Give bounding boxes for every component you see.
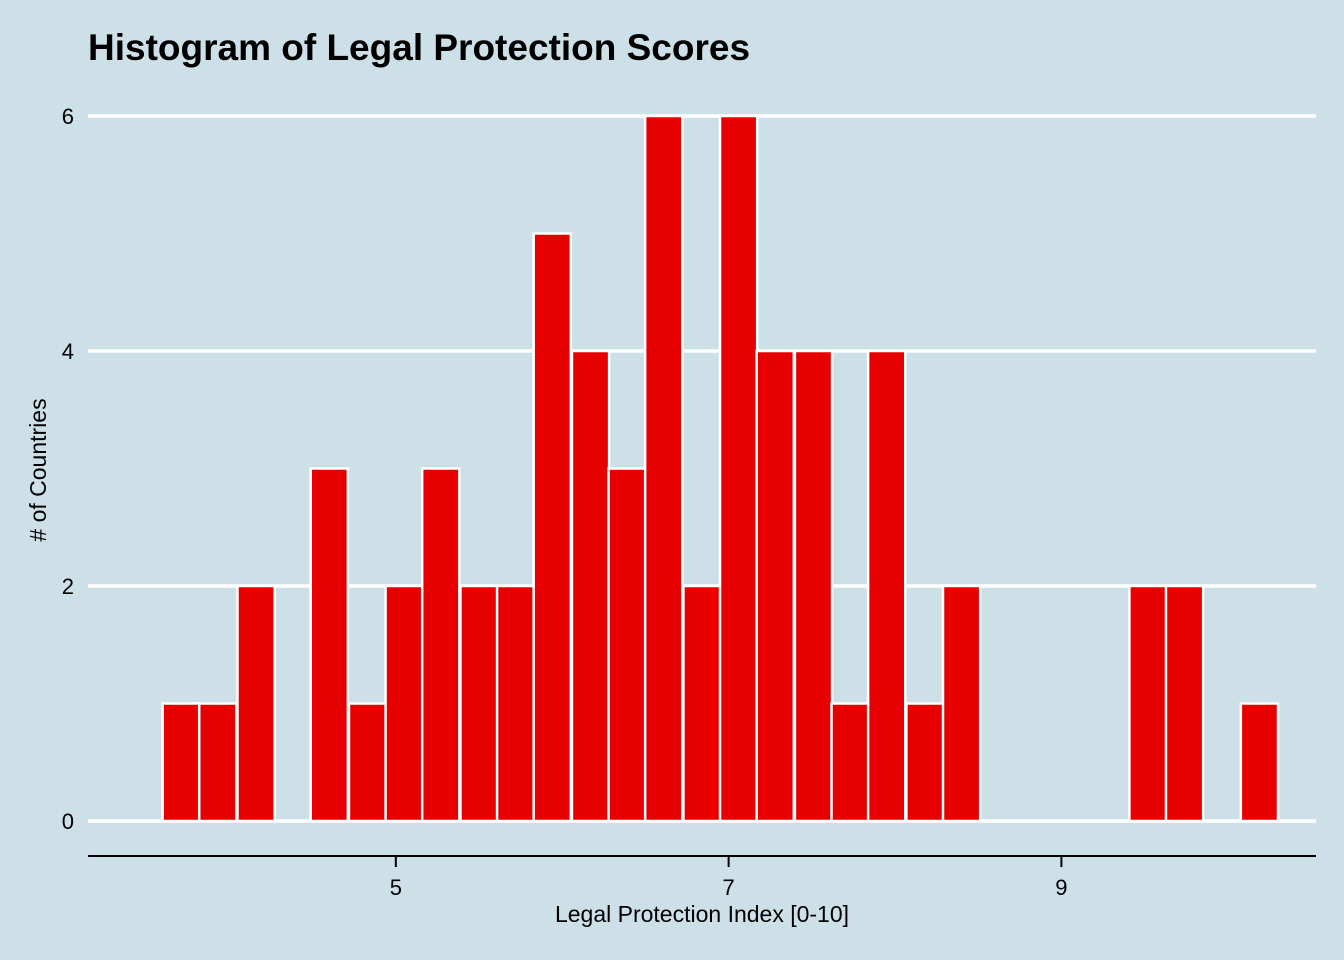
y-tick-labels: 0 2 4 6	[62, 104, 74, 834]
x-axis	[88, 855, 1316, 867]
histogram-bar	[495, 584, 536, 823]
y-tick-label: 6	[62, 104, 74, 129]
x-tick-label: 7	[722, 875, 734, 900]
histogram-bar	[643, 114, 684, 823]
y-tick-label: 4	[62, 339, 74, 364]
histogram-bar	[161, 702, 202, 823]
histogram-bar	[532, 232, 573, 823]
histogram-bar	[607, 467, 647, 823]
histogram-bar	[905, 702, 945, 823]
histogram-bar	[347, 702, 388, 823]
histogram-bar	[755, 349, 796, 823]
histogram-bar	[420, 467, 461, 823]
histogram-bar	[793, 349, 834, 823]
x-tick-label: 9	[1055, 875, 1067, 900]
histogram-bar	[459, 584, 499, 823]
histogram-bar	[1128, 584, 1168, 823]
y-tick-label: 0	[62, 809, 74, 834]
histogram-bar	[236, 584, 276, 823]
y-axis-title: # of Countries	[25, 398, 51, 541]
histogram-bar	[197, 702, 238, 823]
histogram-bar	[1239, 702, 1280, 823]
x-axis-title: Legal Protection Index [0-10]	[555, 901, 849, 927]
histogram-bar	[309, 467, 350, 823]
x-tick-labels: 5 7 9	[390, 875, 1068, 900]
histogram-bar	[384, 584, 424, 823]
histogram-bar	[682, 584, 722, 823]
histogram-bar	[1164, 584, 1205, 823]
chart-title: Histogram of Legal Protection Scores	[88, 27, 750, 68]
histogram-bar	[866, 349, 907, 823]
bars	[161, 114, 1280, 823]
histogram-bar	[718, 114, 759, 823]
histogram-bar	[830, 702, 870, 823]
histogram-bar	[941, 584, 982, 823]
histogram-bar	[570, 349, 611, 823]
y-tick-label: 2	[62, 574, 74, 599]
x-tick-label: 5	[390, 875, 402, 900]
